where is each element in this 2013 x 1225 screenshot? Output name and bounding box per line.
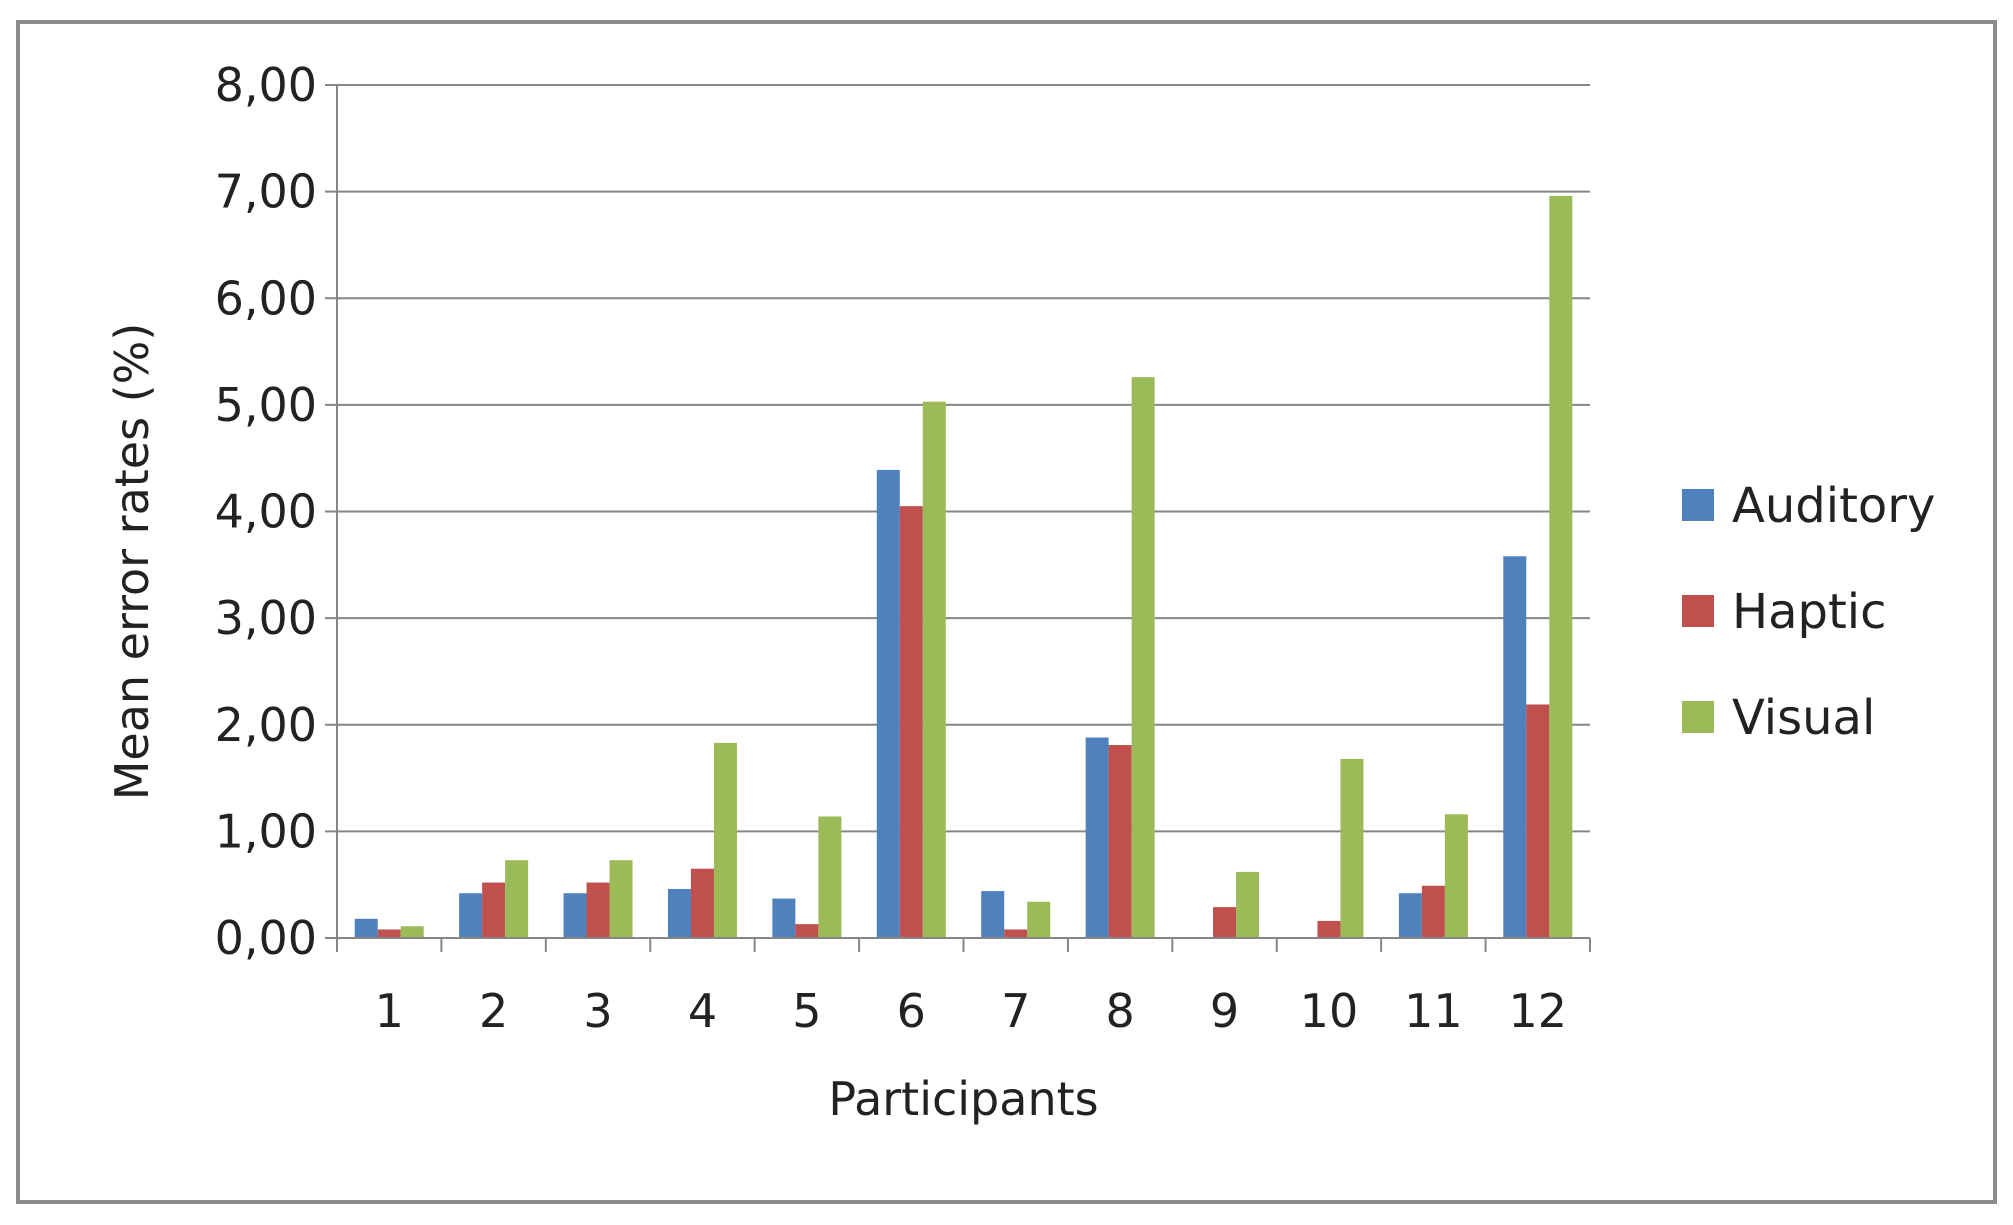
legend-label-auditory: Auditory [1732, 478, 1935, 534]
bar-haptic-6 [899, 506, 923, 938]
y-axis-title: Mean error rates (%) [105, 323, 159, 801]
bar-visual-1 [400, 926, 424, 938]
bar-auditory-8 [1085, 737, 1109, 938]
legend: Auditory Haptic Visual [1682, 478, 1935, 746]
bar-auditory-3 [563, 893, 587, 938]
bar-haptic-2 [482, 882, 506, 938]
bar-visual-8 [1131, 377, 1155, 939]
bar-haptic-9 [1213, 907, 1237, 938]
bar-visual-3 [609, 860, 633, 938]
bar-visual-7 [1027, 901, 1051, 938]
bar-haptic-7 [1004, 929, 1028, 938]
legend-swatch-haptic [1682, 595, 1714, 627]
x-tick-label: 11 [1404, 984, 1463, 1038]
y-tick-label: 2,00 [215, 698, 317, 752]
legend-swatch-visual [1682, 701, 1714, 733]
bar-visual-5 [818, 816, 842, 938]
y-tick-label: 6,00 [215, 271, 317, 325]
x-tick-label: 1 [375, 984, 404, 1038]
bar-auditory-6 [876, 469, 900, 938]
x-tick-label: 8 [1105, 984, 1134, 1038]
bar-haptic-3 [586, 882, 610, 938]
x-tick-label: 6 [897, 984, 926, 1038]
bar-visual-4 [713, 742, 737, 938]
x-tick-label: 5 [792, 984, 821, 1038]
x-tick-label: 9 [1210, 984, 1239, 1038]
bar-visual-2 [505, 860, 529, 938]
bars [354, 195, 1573, 939]
y-tick-label: 0,00 [215, 911, 317, 965]
gridlines [337, 84, 1590, 833]
bar-haptic-11 [1421, 885, 1445, 938]
x-tick-labels: 1 2 3 4 5 6 7 8 9 10 11 12 [375, 984, 1567, 1038]
x-tick-label: 7 [1001, 984, 1030, 1038]
bar-visual-6 [922, 401, 946, 938]
bar-auditory-2 [459, 893, 483, 938]
bar-visual-11 [1444, 814, 1468, 938]
y-tick-label: 3,00 [215, 591, 317, 645]
y-tick-label: 1,00 [215, 804, 317, 858]
bar-auditory-11 [1398, 893, 1422, 938]
bar-haptic-10 [1317, 920, 1341, 938]
bar-haptic-5 [795, 924, 819, 938]
x-tick-label: 12 [1509, 984, 1568, 1038]
chart-frame [16, 20, 1997, 1204]
y-tick-label: 5,00 [215, 378, 317, 432]
legend-label-haptic: Haptic [1732, 584, 1887, 640]
bar-haptic-1 [377, 929, 401, 938]
bar-auditory-1 [354, 918, 378, 938]
legend-label-visual: Visual [1732, 690, 1875, 746]
bar-auditory-4 [667, 888, 691, 938]
y-tick-labels: 0,00 1,00 2,00 3,00 4,00 5,00 6,00 7,00 8,00 [215, 58, 317, 965]
x-tick-label: 2 [479, 984, 508, 1038]
bar-haptic-4 [690, 868, 714, 938]
bar-visual-10 [1340, 758, 1364, 938]
x-tick-label: 3 [583, 984, 612, 1038]
bar-auditory-7 [981, 891, 1005, 938]
bar-haptic-12 [1526, 704, 1550, 938]
y-tick-label: 4,00 [215, 485, 317, 539]
y-tick-label: 8,00 [215, 58, 317, 112]
legend-swatch-auditory [1682, 489, 1714, 521]
x-tick-label: 10 [1300, 984, 1359, 1038]
axes [325, 84, 1591, 952]
y-tick-label: 7,00 [215, 165, 317, 219]
bar-haptic-8 [1108, 745, 1132, 938]
bar-visual-9 [1236, 871, 1260, 938]
x-tick-label: 4 [688, 984, 717, 1038]
x-axis-title: Participants [828, 1072, 1098, 1126]
bar-visual-12 [1549, 195, 1573, 938]
bar-auditory-12 [1503, 556, 1527, 938]
bar-auditory-5 [772, 898, 796, 938]
